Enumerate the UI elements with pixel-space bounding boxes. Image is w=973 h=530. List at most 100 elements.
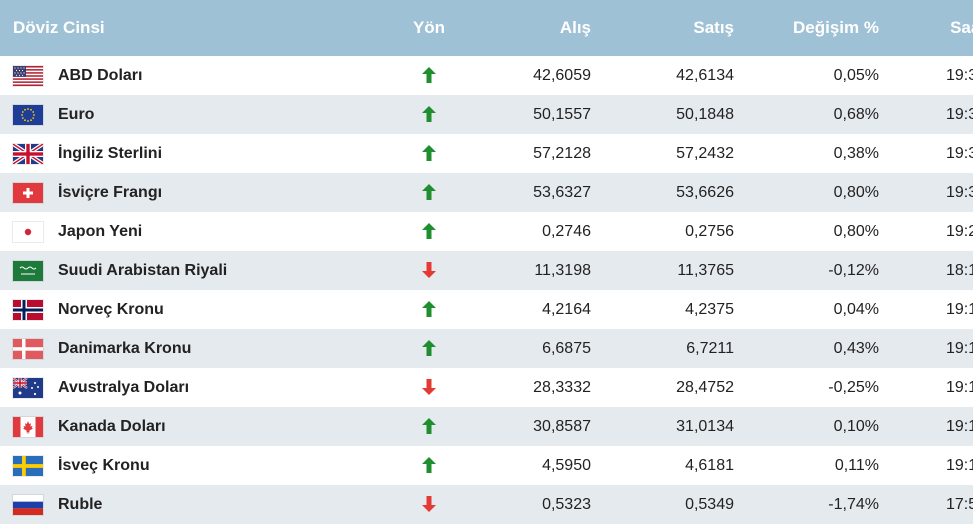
arrow-up-icon [422,457,436,474]
arrow-up-icon [422,301,436,318]
currency-name[interactable]: Suudi Arabistan Riyali [58,261,228,279]
direction-cell [379,56,479,95]
time-value: 18:10 [879,251,973,290]
sell-value: 6,7211 [591,329,734,368]
sell-value: 11,3765 [591,251,734,290]
sell-value: 57,2432 [591,134,734,173]
arrow-down-icon [422,496,436,513]
currency-name[interactable]: Avustralya Doları [58,378,190,396]
sell-value: 4,2375 [591,290,734,329]
currency-name[interactable]: Norveç Kronu [58,300,164,318]
table-header-row: Döviz Cinsi Yön Alış Satış Değişim % Saa… [0,0,973,56]
buy-value: 4,2164 [479,290,591,329]
header-time[interactable]: Saat [879,0,973,56]
time-value: 19:15 [879,290,973,329]
time-value: 19:15 [879,368,973,407]
table-row[interactable]: Avustralya Doları 28,3332 28,4752 -0,25% 19:… [0,368,973,407]
arrow-down-icon [422,379,436,396]
currency-cell: Avustralya Doları [0,368,379,407]
change-value: 0,80% [734,212,879,251]
currency-name[interactable]: Kanada Doları [58,417,166,435]
currency-name[interactable]: İsveç Kronu [58,456,150,474]
time-value: 17:56 [879,485,973,524]
sell-value: 28,4752 [591,368,734,407]
change-value: 0,68% [734,95,879,134]
no-flag-icon [13,299,43,320]
buy-value: 28,3332 [479,368,591,407]
buy-value: 0,2746 [479,212,591,251]
direction-cell [379,485,479,524]
au-flag-icon [13,377,43,398]
buy-value: 50,1557 [479,95,591,134]
header-sell[interactable]: Satış [591,0,734,56]
change-value: -0,25% [734,368,879,407]
currency-name[interactable]: İsviçre Frangı [58,183,163,201]
header-currency[interactable]: Döviz Cinsi [0,0,379,56]
buy-value: 42,6059 [479,56,591,95]
currency-name[interactable]: Japon Yeni [58,222,143,240]
change-value: 0,10% [734,407,879,446]
header-direction[interactable]: Yön [379,0,479,56]
currency-name[interactable]: Euro [58,105,95,123]
direction-cell [379,368,479,407]
currency-cell: Euro [0,95,379,134]
direction-cell [379,95,479,134]
arrow-up-icon [422,67,436,84]
change-value: 0,43% [734,329,879,368]
currency-cell: Japon Yeni [0,212,379,251]
arrow-up-icon [422,418,436,435]
us-flag-icon [13,65,43,86]
time-value: 19:15 [879,446,973,485]
currency-name[interactable]: Danimarka Kronu [58,339,192,357]
time-value: 19:29 [879,212,973,251]
sell-value: 50,1848 [591,95,734,134]
sell-value: 42,6134 [591,56,734,95]
direction-cell [379,173,479,212]
change-value: 0,80% [734,173,879,212]
currency-name[interactable]: Ruble [58,495,103,513]
direction-cell [379,134,479,173]
buy-value: 11,3198 [479,251,591,290]
arrow-up-icon [422,223,436,240]
change-value: 0,05% [734,56,879,95]
sell-value: 4,6181 [591,446,734,485]
change-value: 0,38% [734,134,879,173]
arrow-up-icon [422,106,436,123]
header-change[interactable]: Değişim % [734,0,879,56]
buy-value: 53,6327 [479,173,591,212]
currency-name[interactable]: ABD Doları [58,66,143,84]
arrow-up-icon [422,184,436,201]
table-row[interactable]: Suudi Arabistan Riyali 11,3198 11,3765 -0,1… [0,251,973,290]
currency-name[interactable]: İngiliz Sterlini [58,144,163,162]
currency-cell: Suudi Arabistan Riyali [0,251,379,290]
arrow-up-icon [422,145,436,162]
direction-cell [379,407,479,446]
currency-cell: Kanada Doları [0,407,379,446]
direction-cell [379,251,479,290]
ch-flag-icon [13,182,43,203]
sell-value: 0,2756 [591,212,734,251]
arrow-up-icon [422,340,436,357]
currency-cell: İsveç Kronu [0,446,379,485]
ru-flag-icon [13,494,43,515]
currency-cell: İsviçre Frangı [0,173,379,212]
direction-cell [379,446,479,485]
sell-value: 0,5349 [591,485,734,524]
gb-flag-icon [13,143,43,164]
sell-value: 31,0134 [591,407,734,446]
header-buy[interactable]: Alış [479,0,591,56]
jp-flag-icon [13,221,43,242]
change-value: 0,04% [734,290,879,329]
time-value: 19:30 [879,134,973,173]
